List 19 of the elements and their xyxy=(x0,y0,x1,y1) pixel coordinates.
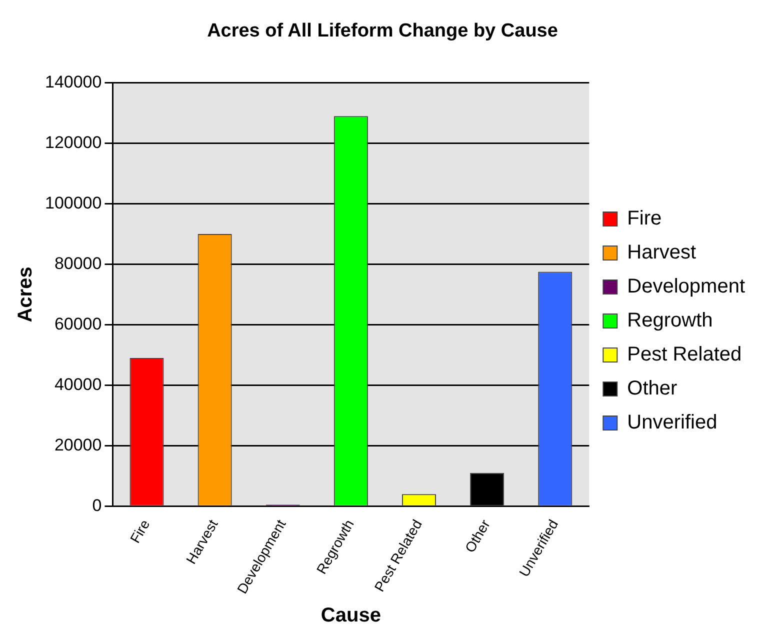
legend-label: Unverified xyxy=(627,412,718,434)
x-axis-title: Cause xyxy=(320,604,381,627)
legend-label: Regrowth xyxy=(627,310,713,332)
y-tick-label: 80000 xyxy=(54,254,102,273)
legend-label: Development xyxy=(627,276,746,298)
y-tick-label: 100000 xyxy=(44,193,102,212)
legend-label: Harvest xyxy=(627,242,697,264)
y-tick-label: 120000 xyxy=(44,132,102,152)
y-tick-label: 20000 xyxy=(54,435,102,454)
legend-label: Pest Related xyxy=(627,344,742,366)
y-tick-label: 140000 xyxy=(44,72,102,92)
legend-label: Other xyxy=(627,378,678,400)
y-tick-label: 0 xyxy=(92,496,102,515)
y-axis-title: Acres xyxy=(14,266,37,322)
x-tick-label: Fire xyxy=(126,516,153,546)
chart-title: Acres of All Lifeform Change by Cause xyxy=(207,20,558,42)
y-tick-label: 60000 xyxy=(54,314,102,334)
legend-label: Fire xyxy=(627,208,662,230)
y-tick-label: 40000 xyxy=(54,374,102,394)
